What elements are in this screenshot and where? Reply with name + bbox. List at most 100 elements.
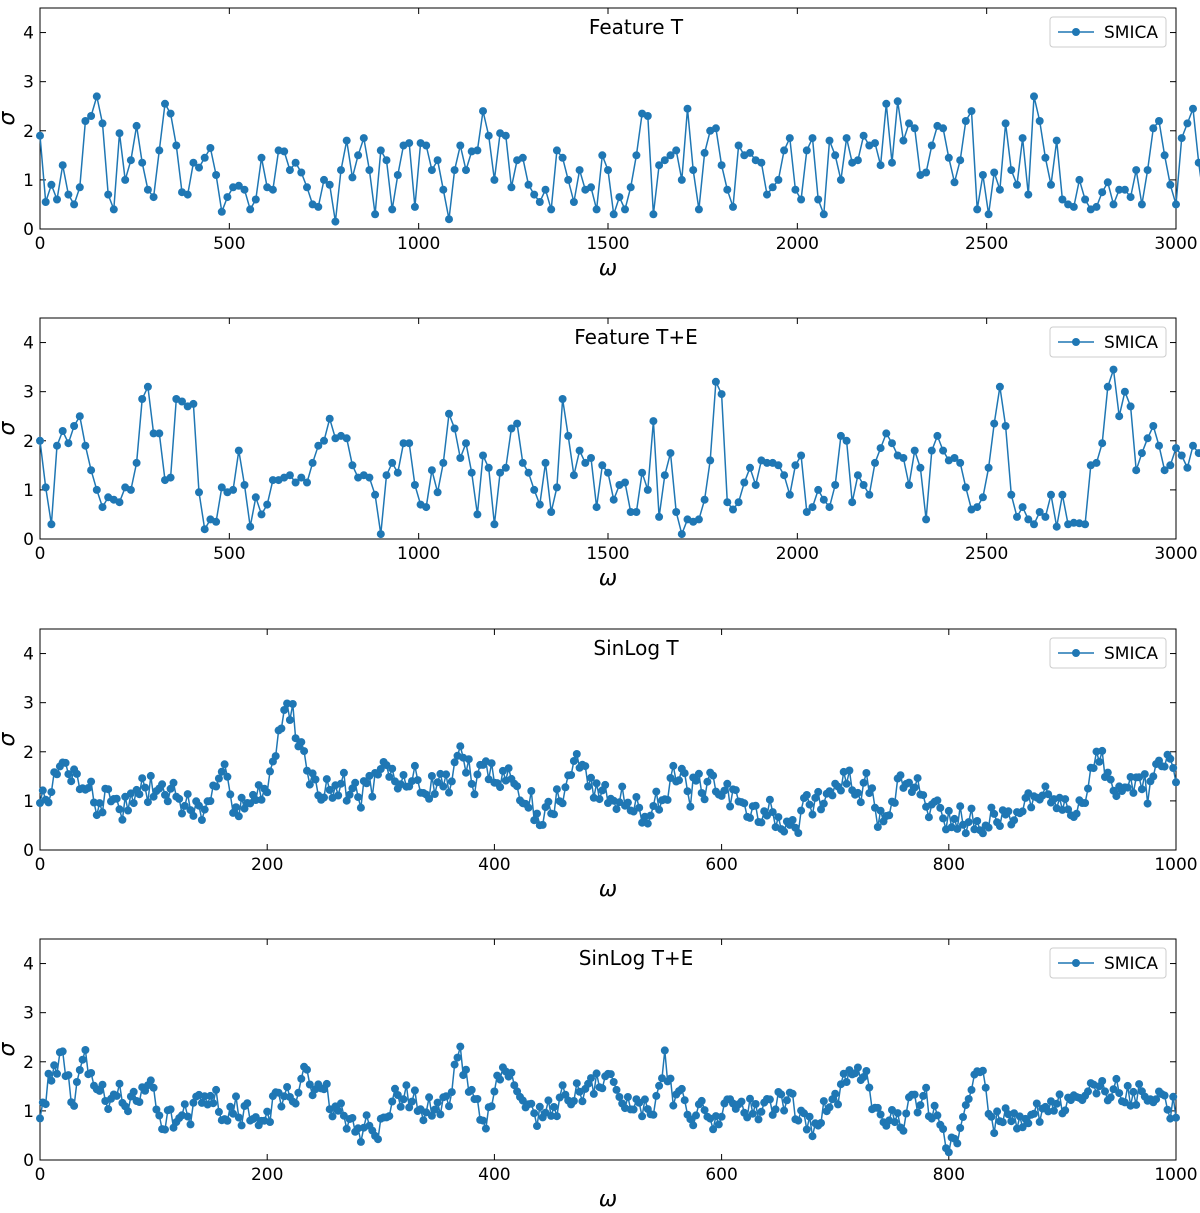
data-point	[348, 173, 357, 182]
data-point	[1140, 770, 1149, 779]
data-point	[694, 769, 703, 778]
legend-label: SMICA	[1104, 954, 1158, 974]
data-point	[680, 769, 689, 778]
data-point	[550, 1103, 558, 1111]
data-point	[217, 207, 226, 216]
data-point	[143, 185, 152, 194]
data-point	[524, 468, 533, 477]
data-point	[427, 1111, 436, 1120]
data-point	[490, 1087, 499, 1096]
data-point	[1103, 382, 1112, 391]
data-point	[944, 1148, 953, 1157]
data-point	[1081, 520, 1090, 529]
data-point	[587, 773, 595, 782]
data-point	[481, 1124, 490, 1133]
data-point	[967, 1085, 976, 1094]
data-point	[297, 738, 306, 747]
data-point	[621, 478, 629, 487]
data-point	[814, 195, 823, 204]
data-point	[956, 1124, 965, 1132]
data-point	[410, 761, 419, 770]
data-point	[547, 508, 556, 516]
data-point	[873, 823, 882, 831]
data-point	[95, 1086, 104, 1095]
data-point	[984, 210, 993, 219]
data-point	[808, 1132, 817, 1141]
data-point	[1106, 1093, 1115, 1102]
data-point	[845, 766, 854, 775]
data-point	[592, 1069, 601, 1078]
data-point	[305, 780, 314, 789]
x-tick-label: 600	[705, 1165, 737, 1185]
data-point	[834, 1100, 842, 1109]
data-point	[1183, 463, 1192, 472]
data-point	[308, 458, 317, 467]
data-point	[933, 796, 942, 805]
data-point	[1194, 449, 1200, 458]
data-point	[853, 471, 862, 480]
data-point	[226, 790, 235, 799]
plot-frame	[39, 7, 1177, 230]
data-point	[200, 525, 209, 534]
data-point	[180, 1100, 189, 1109]
data-point	[1027, 803, 1036, 812]
data-point	[780, 1106, 789, 1115]
panel-title: Feature T+E	[574, 325, 698, 349]
data-point	[1001, 422, 1010, 430]
data-point	[530, 190, 539, 199]
data-point	[38, 786, 47, 795]
data-point	[87, 777, 96, 786]
data-point	[984, 463, 993, 472]
data-point	[533, 1122, 541, 1130]
data-point	[138, 158, 147, 167]
data-point	[882, 99, 891, 108]
data-point	[232, 1092, 240, 1101]
data-point	[161, 1125, 169, 1134]
data-point	[604, 468, 612, 477]
data-point	[393, 468, 402, 477]
data-point	[643, 485, 652, 494]
panel-title: SinLog T	[593, 636, 679, 660]
data-point	[558, 1081, 567, 1090]
y-tick-label: 4	[23, 645, 34, 665]
data-point	[1109, 365, 1118, 374]
data-point	[223, 772, 232, 781]
data-point	[1001, 119, 1010, 128]
data-point	[950, 454, 959, 462]
data-point	[487, 759, 496, 768]
data-point	[294, 1088, 303, 1097]
data-point	[473, 1095, 482, 1103]
data-point	[697, 789, 706, 797]
data-point	[1089, 764, 1098, 773]
x-tick-label: 1500	[586, 544, 629, 564]
data-point	[374, 1135, 382, 1144]
data-point	[47, 788, 56, 797]
data-point	[234, 812, 243, 821]
data-point	[660, 1046, 669, 1055]
data-point	[257, 795, 266, 804]
data-point	[104, 785, 113, 794]
data-point	[1189, 104, 1197, 113]
data-point	[939, 814, 948, 823]
data-point	[740, 478, 749, 487]
data-point	[763, 458, 771, 467]
data-point	[1166, 754, 1175, 763]
data-point	[913, 774, 922, 783]
data-point	[1007, 166, 1016, 175]
data-point	[677, 530, 686, 539]
data-point	[223, 193, 232, 202]
data-point	[166, 109, 175, 118]
data-point	[919, 1091, 928, 1100]
data-point	[1041, 153, 1050, 162]
data-point	[632, 151, 641, 160]
data-point	[1177, 451, 1186, 460]
data-point	[558, 799, 567, 808]
data-point	[828, 791, 837, 800]
data-point	[777, 1090, 786, 1099]
data-point	[138, 395, 147, 403]
data-point	[126, 485, 135, 494]
data-point	[984, 823, 993, 832]
data-point	[385, 1112, 394, 1121]
data-point	[550, 810, 558, 819]
data-point	[902, 1109, 911, 1118]
